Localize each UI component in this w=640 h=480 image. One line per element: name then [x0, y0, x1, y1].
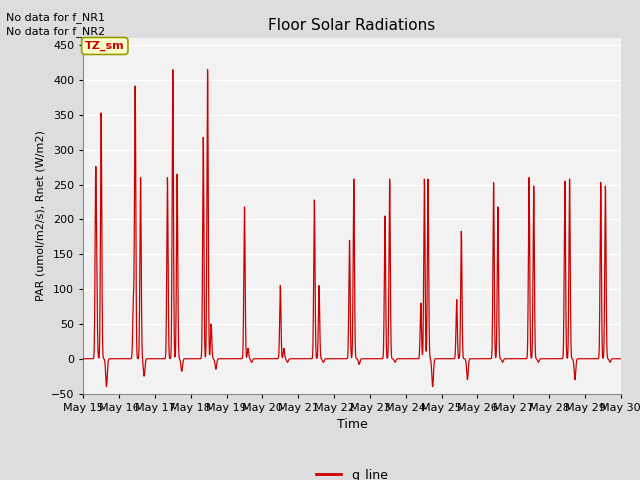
- Text: TZ_sm: TZ_sm: [85, 41, 125, 51]
- Title: Floor Solar Radiations: Floor Solar Radiations: [268, 18, 436, 33]
- Y-axis label: PAR (umol/m2/s), Rnet (W/m2): PAR (umol/m2/s), Rnet (W/m2): [35, 131, 45, 301]
- X-axis label: Time: Time: [337, 418, 367, 431]
- Legend: q_line: q_line: [311, 464, 393, 480]
- Text: No data for f_NR2: No data for f_NR2: [6, 26, 106, 37]
- Text: No data for f_NR1: No data for f_NR1: [6, 12, 106, 23]
